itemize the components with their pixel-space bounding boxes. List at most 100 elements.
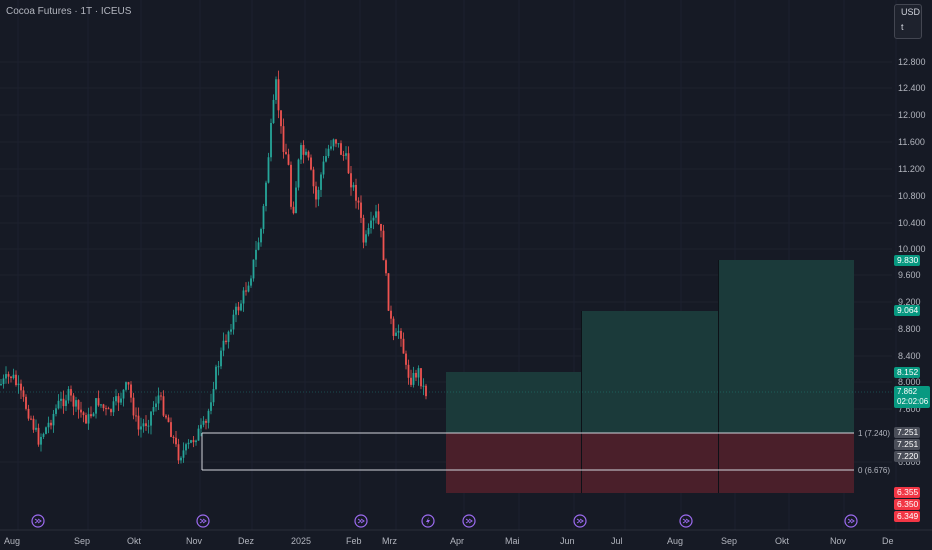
candle xyxy=(360,195,362,224)
long-position-loss-1 xyxy=(446,433,581,493)
price-tick-label: 10.400 xyxy=(898,218,926,228)
time-tick-label: Mai xyxy=(505,536,520,546)
candle xyxy=(147,419,150,434)
candle xyxy=(262,203,265,234)
candle xyxy=(245,282,247,296)
candle xyxy=(305,148,307,156)
candle xyxy=(202,416,205,428)
candle xyxy=(127,381,130,390)
candle xyxy=(307,150,310,161)
dividend-icon[interactable] xyxy=(573,514,587,528)
time-tick-label: 2025 xyxy=(291,536,311,546)
candle xyxy=(267,152,270,184)
dividend-icon[interactable] xyxy=(354,514,368,528)
time-tick-label: Aug xyxy=(4,536,20,546)
candle xyxy=(190,439,192,444)
candle xyxy=(327,144,330,159)
candle xyxy=(157,387,160,411)
candlestick-series xyxy=(0,70,427,464)
candle xyxy=(65,394,67,412)
candle xyxy=(85,412,87,424)
candle xyxy=(317,186,320,207)
long-position-profit-2 xyxy=(582,311,718,433)
symbol-title: Cocoa Futures · 1T · ICEUS xyxy=(6,6,132,17)
time-tick-label: Okt xyxy=(127,536,142,546)
candle xyxy=(350,166,352,196)
candle xyxy=(275,76,277,104)
dividend-icon[interactable] xyxy=(844,514,858,528)
candle xyxy=(225,334,227,345)
candle xyxy=(417,365,420,386)
price-tick-label: 12.400 xyxy=(898,83,926,93)
candle xyxy=(292,201,295,215)
dividend-icon[interactable] xyxy=(462,514,476,528)
candle xyxy=(77,399,80,419)
candle xyxy=(197,425,200,441)
fib-retracement[interactable]: 1 (7.240) 0 (6.676) xyxy=(201,429,890,475)
position-boxes[interactable] xyxy=(446,260,854,493)
candle xyxy=(402,332,405,354)
price-tick-label: 10.000 xyxy=(898,244,926,254)
candle xyxy=(35,419,37,432)
candle xyxy=(297,158,300,191)
candle xyxy=(300,142,302,165)
candle xyxy=(377,203,380,225)
time-axis[interactable]: Aug Sep Okt Nov Dez 2025 Feb Mrz Apr Mai Jun Jul Aug… xyxy=(0,529,932,546)
candle xyxy=(117,393,120,411)
candle xyxy=(357,197,360,210)
price-axis[interactable]: 12.800 12.400 12.000 11.600 11.200 10.800 10.4… xyxy=(898,57,926,467)
level-badge-a: 7.251 xyxy=(894,427,920,438)
candle xyxy=(167,414,170,423)
price-tick-label: 8.400 xyxy=(898,351,921,361)
flash-icon[interactable] xyxy=(421,514,435,528)
candle xyxy=(380,223,382,238)
candle xyxy=(67,386,70,404)
candle xyxy=(340,140,342,156)
candle xyxy=(302,140,305,164)
candle xyxy=(397,324,400,339)
candle xyxy=(217,360,220,376)
candle xyxy=(105,405,107,416)
price-tick-label: 6.800 xyxy=(898,457,921,467)
candle xyxy=(122,389,125,407)
candle xyxy=(97,390,100,407)
candle xyxy=(32,415,35,433)
candle xyxy=(372,215,375,230)
candle xyxy=(50,419,52,430)
candle xyxy=(310,154,312,171)
price-tick-label: 12.000 xyxy=(898,110,926,120)
dividend-icon[interactable] xyxy=(679,514,693,528)
candle xyxy=(247,281,250,293)
candle xyxy=(115,389,117,406)
currency-unit-selector[interactable]: USD t xyxy=(894,4,922,39)
candle xyxy=(332,138,335,151)
candle xyxy=(260,227,262,247)
candle xyxy=(37,423,40,447)
dividend-icon[interactable] xyxy=(196,514,210,528)
candle xyxy=(215,364,217,391)
current-price-value: 7.862 xyxy=(897,387,918,396)
time-tick-label: Sep xyxy=(74,536,90,546)
candle xyxy=(107,406,110,410)
unit-label: t xyxy=(901,22,904,32)
fib-level-1-label: 1 (7.240) xyxy=(858,429,890,438)
candle xyxy=(345,146,347,160)
candle xyxy=(252,259,255,282)
stop-badge-a: 6.355 xyxy=(894,487,920,498)
candle xyxy=(137,407,140,436)
candle xyxy=(220,347,222,370)
price-tick-label: 8.800 xyxy=(898,324,921,334)
time-tick-label: Dez xyxy=(238,536,255,546)
candle xyxy=(80,401,82,418)
level-badge-c: 7.220 xyxy=(894,451,920,462)
candle xyxy=(347,146,350,174)
candle xyxy=(120,392,122,406)
candle xyxy=(87,407,90,430)
candle xyxy=(177,438,180,464)
candle xyxy=(55,404,57,417)
candle xyxy=(175,431,177,448)
candle xyxy=(282,118,285,159)
dividend-icon[interactable] xyxy=(31,514,45,528)
candle xyxy=(277,70,280,119)
